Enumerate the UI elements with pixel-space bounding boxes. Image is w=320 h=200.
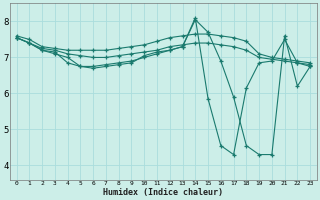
X-axis label: Humidex (Indice chaleur): Humidex (Indice chaleur) (103, 188, 223, 197)
